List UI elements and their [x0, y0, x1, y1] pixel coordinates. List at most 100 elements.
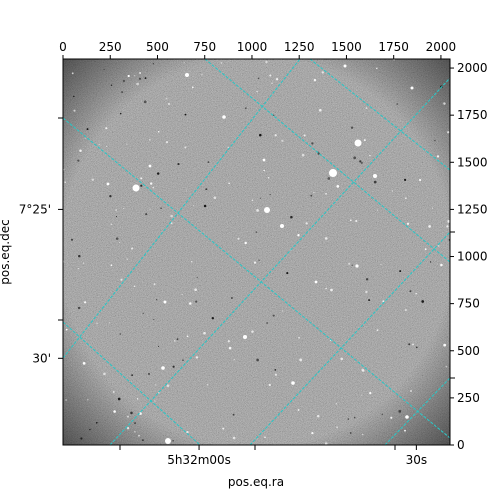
- star: [77, 267, 80, 270]
- right-tick-label: 0: [457, 438, 465, 452]
- star: [186, 335, 189, 338]
- star: [330, 288, 333, 292]
- star: [127, 74, 130, 78]
- star: [82, 262, 85, 264]
- grid-line: [63, 321, 201, 445]
- star: [263, 169, 265, 172]
- star: [271, 82, 273, 84]
- star: [170, 214, 173, 218]
- star: [156, 172, 160, 175]
- star: [266, 322, 268, 324]
- star: [110, 264, 113, 267]
- star: [361, 433, 364, 436]
- star: [109, 195, 112, 198]
- star: [265, 60, 268, 64]
- grid-line: [384, 377, 450, 445]
- star: [310, 194, 313, 197]
- top-pixel-axis: 0 250 500 750 1000 1250 1500 1750 2000: [59, 40, 456, 59]
- star: [350, 126, 354, 129]
- star: [403, 178, 407, 182]
- star: [65, 328, 68, 331]
- star: [445, 365, 448, 368]
- bright-star: [148, 164, 152, 168]
- star: [193, 205, 195, 207]
- star: [142, 312, 144, 314]
- star: [203, 331, 206, 335]
- star: [436, 155, 440, 158]
- star: [158, 345, 160, 347]
- star: [274, 369, 277, 371]
- star: [139, 412, 142, 415]
- star: [404, 309, 407, 312]
- grid-line: [63, 59, 301, 359]
- star: [268, 383, 271, 387]
- top-tick-label: 1250: [284, 40, 315, 54]
- ra-tick-label: 5h32m00s: [167, 453, 231, 467]
- star: [361, 394, 363, 396]
- star: [195, 356, 199, 359]
- star: [170, 222, 173, 225]
- star: [437, 245, 440, 247]
- bright-star: [343, 64, 347, 68]
- star: [154, 400, 156, 402]
- star: [143, 100, 147, 104]
- star: [160, 207, 162, 209]
- right-tick-label: 1000: [457, 250, 488, 264]
- star: [131, 247, 134, 250]
- star: [144, 77, 147, 80]
- star: [201, 74, 203, 76]
- star: [110, 84, 113, 86]
- star: [269, 193, 271, 196]
- top-tick-label: 1500: [331, 40, 362, 54]
- star: [443, 343, 447, 347]
- bright-star: [291, 381, 295, 385]
- star: [105, 127, 108, 130]
- grid-line: [109, 77, 450, 445]
- star: [191, 261, 193, 263]
- star: [419, 178, 422, 182]
- top-tick-label: 500: [146, 40, 169, 54]
- star: [213, 196, 217, 200]
- star: [447, 220, 450, 223]
- star: [305, 222, 308, 225]
- star: [412, 343, 414, 346]
- star: [327, 177, 331, 180]
- bright-star: [222, 115, 226, 119]
- star: [166, 384, 170, 388]
- star: [186, 430, 189, 434]
- star: [274, 373, 278, 376]
- dec-tick-label: 30': [32, 351, 51, 365]
- star: [381, 413, 383, 415]
- star: [275, 78, 279, 81]
- star: [126, 258, 129, 260]
- ra-tick-label: 30s: [406, 453, 428, 467]
- star: [98, 144, 100, 146]
- star: [115, 216, 118, 218]
- star: [259, 197, 261, 199]
- star: [231, 297, 233, 299]
- star: [130, 411, 133, 415]
- star: [429, 261, 432, 263]
- sky-image: [63, 59, 450, 445]
- star: [325, 192, 327, 195]
- plot-frame: [62, 58, 451, 446]
- star: [140, 177, 143, 180]
- star: [281, 310, 283, 312]
- star: [83, 301, 87, 304]
- star: [365, 278, 369, 281]
- star: [165, 141, 169, 144]
- star: [391, 190, 394, 192]
- star: [406, 222, 410, 225]
- star: [409, 389, 413, 393]
- top-tick-label: 250: [99, 40, 122, 54]
- star: [336, 426, 338, 428]
- x-axis-label: pos.eq.ra: [228, 475, 284, 489]
- star: [396, 103, 399, 105]
- star: [347, 418, 349, 420]
- star: [369, 154, 371, 157]
- star: [138, 434, 140, 437]
- star: [253, 261, 257, 264]
- bright-star: [410, 86, 414, 90]
- star: [84, 137, 86, 139]
- star: [205, 188, 208, 191]
